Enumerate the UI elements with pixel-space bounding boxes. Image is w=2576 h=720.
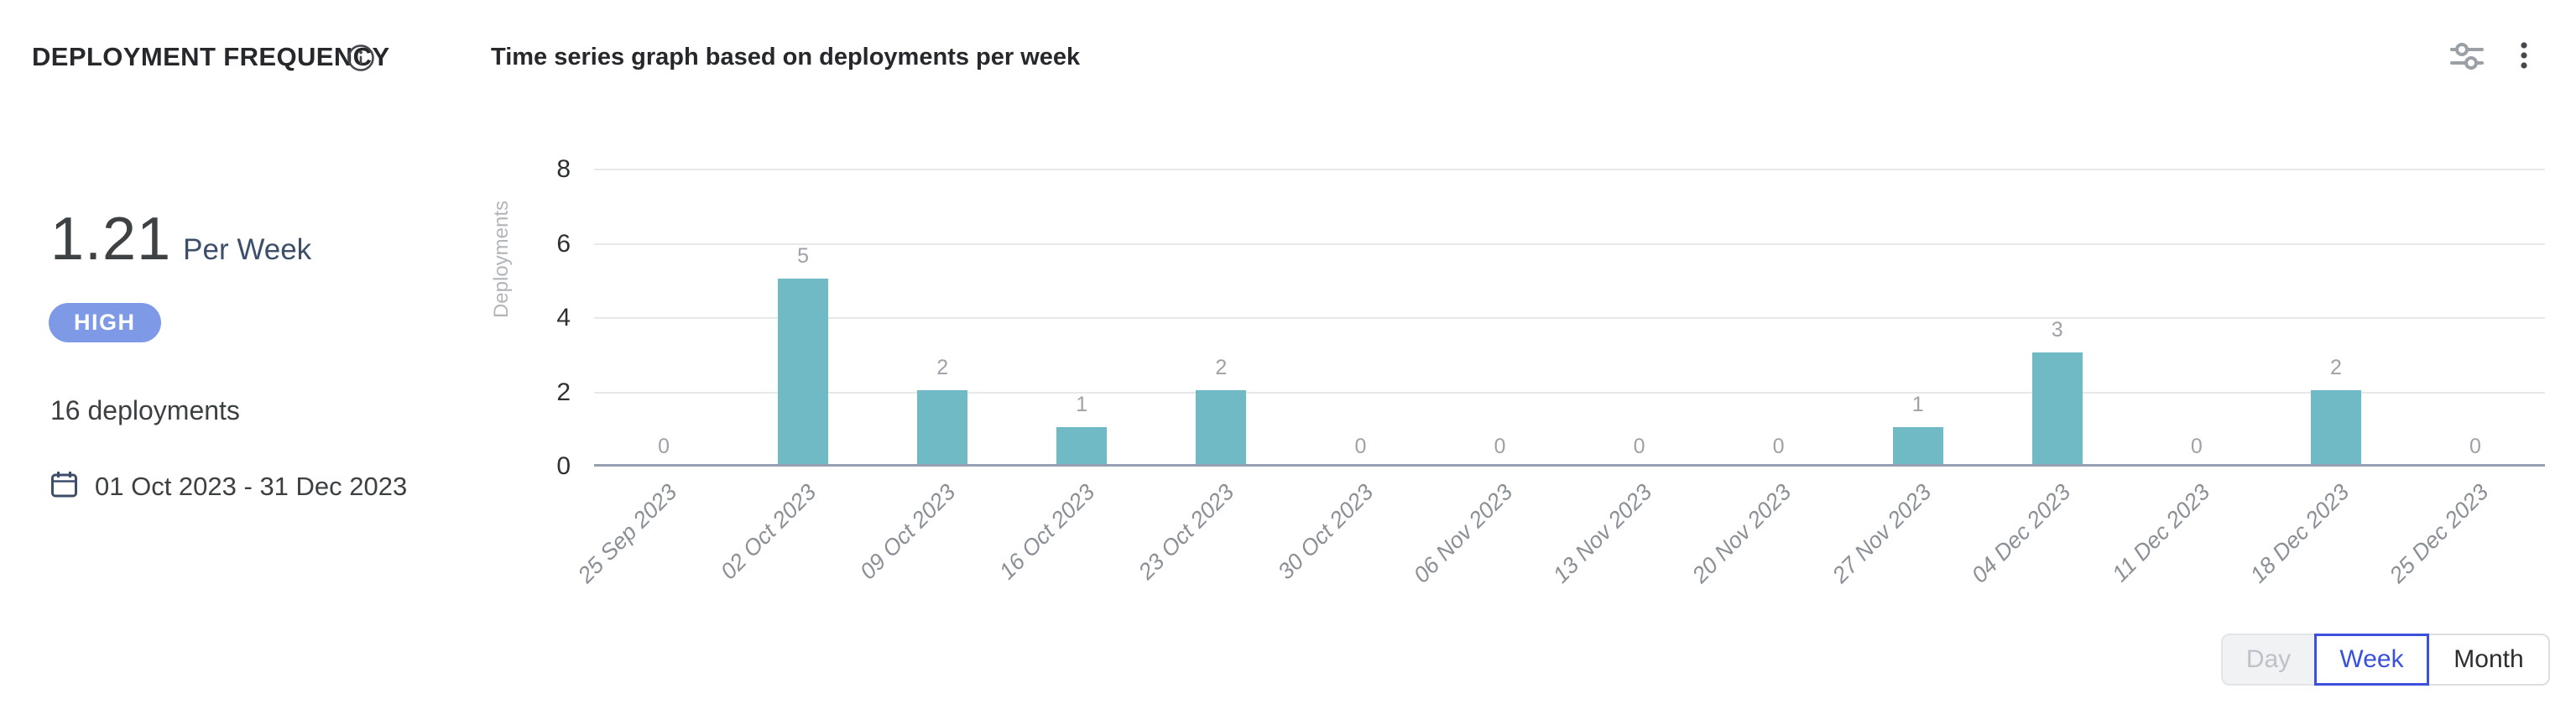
bar-value-label: 3 bbox=[2051, 318, 2063, 342]
metric-badge: HIGH bbox=[49, 303, 161, 342]
x-tick-label: 20 Nov 2023 bbox=[1687, 479, 1796, 588]
gridline bbox=[594, 391, 2545, 394]
bar-02-oct-2023[interactable] bbox=[778, 278, 829, 464]
x-tick-label: 23 Oct 2023 bbox=[1134, 479, 1239, 585]
metric-unit: Per Week bbox=[183, 233, 312, 266]
total-deployments: 16 deployments bbox=[50, 395, 240, 425]
chart-subtitle: Time series graph based on deployments p… bbox=[491, 44, 1081, 70]
x-tick-label: 30 Oct 2023 bbox=[1273, 479, 1379, 585]
y-tick-label: 0 bbox=[556, 452, 571, 480]
bar-value-label: 0 bbox=[1772, 435, 1785, 458]
x-axis-labels: 25 Sep 2023 02 Oct 2023 09 Oct 2023 16 Oct … bbox=[573, 479, 2545, 630]
bar-value-label: 0 bbox=[658, 435, 670, 458]
bar-value-label: 0 bbox=[2469, 435, 2481, 458]
kebab-menu-button[interactable] bbox=[2507, 34, 2541, 77]
bar-value-label: 0 bbox=[1354, 435, 1367, 458]
bar-27-nov-2023[interactable] bbox=[1892, 426, 1943, 464]
y-tick-label: 6 bbox=[556, 229, 571, 258]
toggle-week[interactable]: Week bbox=[2314, 634, 2429, 686]
bar-04-dec-2023[interactable] bbox=[2031, 352, 2083, 464]
x-tick-label: 25 Sep 2023 bbox=[572, 479, 682, 588]
x-tick-label: 09 Oct 2023 bbox=[855, 479, 961, 585]
x-tick-label: 25 Dec 2023 bbox=[2384, 479, 2494, 588]
y-tick-label: 8 bbox=[556, 155, 571, 183]
y-tick-label: 4 bbox=[556, 304, 571, 331]
bar-value-label: 2 bbox=[2329, 355, 2342, 379]
toggle-month[interactable]: Month bbox=[2427, 634, 2550, 686]
bar-value-label: 0 bbox=[2190, 435, 2203, 458]
bar-23-oct-2023[interactable] bbox=[1196, 389, 1247, 464]
bar-16-oct-2023[interactable] bbox=[1056, 426, 1108, 464]
x-tick-label: 13 Nov 2023 bbox=[1548, 479, 1657, 588]
bar-18-dec-2023[interactable] bbox=[2310, 389, 2361, 464]
x-tick-label: 18 Dec 2023 bbox=[2245, 479, 2354, 588]
x-tick-label: 02 Oct 2023 bbox=[716, 479, 821, 585]
kebab-menu-icon bbox=[2516, 41, 2532, 77]
date-range-text: 01 Oct 2023 - 31 Dec 2023 bbox=[95, 471, 408, 501]
bar-value-label: 2 bbox=[936, 355, 949, 379]
metric-row: 1.21 Per Week bbox=[50, 205, 311, 274]
bar-value-label: 5 bbox=[797, 243, 810, 268]
info-icon[interactable] bbox=[347, 44, 375, 72]
x-tick-label: 06 Nov 2023 bbox=[1409, 479, 1518, 588]
bar-value-label: 0 bbox=[1633, 435, 1645, 458]
card-title: DEPLOYMENT FREQUENCY bbox=[32, 42, 390, 71]
gridline bbox=[594, 169, 2545, 170]
gridline bbox=[594, 317, 2545, 319]
calendar-icon bbox=[50, 470, 78, 503]
plot-area: 0 5 2 1 2 0 0 0 0 1 3 0 2 0 bbox=[594, 169, 2545, 467]
y-tick-label: 2 bbox=[556, 378, 571, 406]
granularity-toggle: Day Week Month bbox=[2221, 634, 2550, 686]
gridline bbox=[594, 243, 2545, 245]
tune-settings-button[interactable] bbox=[2448, 39, 2485, 76]
x-tick-label: 04 Dec 2023 bbox=[1966, 479, 2075, 588]
toggle-day[interactable]: Day bbox=[2221, 634, 2316, 686]
x-tick-label: 27 Nov 2023 bbox=[1827, 479, 1936, 588]
y-axis-ticks: 0 2 4 6 8 bbox=[470, 155, 582, 480]
x-tick-label: 16 Oct 2023 bbox=[994, 479, 1100, 585]
x-tick-label: 11 Dec 2023 bbox=[2106, 479, 2215, 587]
bar-09-oct-2023[interactable] bbox=[917, 389, 968, 464]
bar-value-label: 0 bbox=[1494, 435, 1506, 458]
metric-value: 1.21 bbox=[50, 206, 172, 273]
tune-sliders-icon bbox=[2450, 42, 2484, 76]
bar-value-label: 1 bbox=[1911, 392, 1924, 416]
bar-value-label: 1 bbox=[1076, 392, 1088, 416]
date-range-picker[interactable]: 01 Oct 2023 - 31 Dec 2023 bbox=[50, 470, 407, 503]
bar-value-label: 2 bbox=[1215, 355, 1228, 379]
